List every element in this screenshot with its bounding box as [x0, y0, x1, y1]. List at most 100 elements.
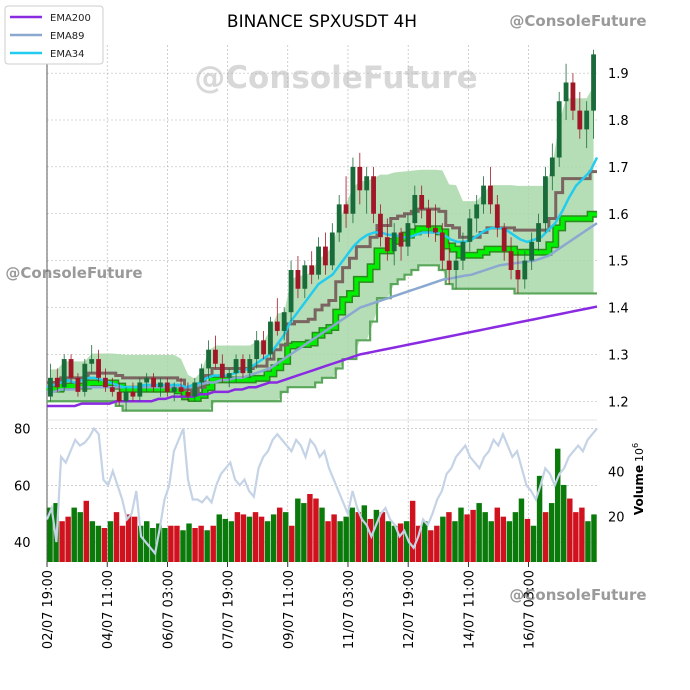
volume-bar: [482, 512, 488, 562]
candle: [68, 354, 74, 383]
candle-body: [302, 265, 308, 289]
candle: [109, 377, 115, 397]
candle: [261, 330, 266, 360]
candle: [398, 227, 404, 261]
candle-body: [391, 232, 397, 252]
candle-body: [261, 340, 266, 355]
candle-body: [460, 241, 466, 261]
volume-axis-label: Volume 106: [631, 443, 646, 515]
legend-label: EMA34: [50, 49, 85, 60]
volume-bar: [361, 505, 368, 562]
candle: [433, 204, 438, 242]
candle-body: [508, 251, 514, 270]
candle-body: [329, 232, 335, 266]
price-tick-label: 1.2: [608, 395, 629, 410]
volume-bar: [464, 514, 470, 562]
candle: [556, 91, 562, 167]
candle-body: [323, 246, 328, 266]
volume-bar: [174, 525, 180, 562]
candle: [116, 382, 122, 406]
volume-bar: [47, 507, 53, 562]
price-y-ticks: 1.2 1.3 1.4 1.5 1.6 1.7 1.8 1.9: [608, 67, 629, 410]
candle: [281, 307, 287, 341]
volume-bar: [542, 512, 549, 562]
volume-bar: [494, 507, 500, 562]
volume-bar: [222, 518, 229, 562]
candle-body: [577, 110, 583, 130]
volume-bar: [301, 503, 307, 562]
candle: [405, 213, 411, 256]
candle: [219, 354, 225, 383]
volume-bar: [264, 521, 271, 562]
volume-bar: [567, 498, 573, 562]
candle: [515, 251, 521, 294]
candle: [158, 377, 163, 397]
candle: [460, 232, 466, 270]
candle: [123, 387, 129, 411]
volume-bar: [198, 525, 204, 562]
candle-body: [488, 185, 493, 205]
candle: [302, 260, 308, 299]
candle-body: [563, 82, 569, 102]
volume-bar: [337, 521, 343, 562]
volume-bar: [77, 512, 83, 562]
candle-body: [75, 377, 81, 392]
volume-bars: [47, 448, 597, 562]
candle-body: [178, 387, 184, 392]
x-tick-label: 09/07 11:00: [282, 570, 297, 649]
volume-bar: [440, 516, 446, 562]
watermark-bottom-right: @ConsoleFuture: [509, 586, 646, 604]
candle: [288, 260, 294, 322]
candle: [226, 368, 232, 388]
candle-body: [82, 363, 88, 392]
candle: [357, 152, 363, 205]
candle-body: [185, 391, 191, 397]
candle: [199, 363, 205, 392]
volume-bar: [65, 516, 71, 562]
candle: [295, 255, 301, 299]
volume-bar: [530, 525, 537, 562]
candle: [254, 330, 260, 369]
candle-body: [48, 377, 53, 397]
candle: [185, 382, 191, 402]
candle: [584, 101, 590, 149]
candle-body: [130, 391, 136, 397]
volume-bar: [295, 498, 301, 562]
candle-body: [357, 166, 363, 191]
volume-right-tick-label: 40: [608, 465, 625, 480]
candle-body: [467, 218, 473, 242]
candle: [426, 199, 431, 238]
x-ticks: 02/07 19:00 04/07 11:00 06/07 03:00 07/07 1…: [41, 562, 538, 649]
candle: [316, 237, 321, 280]
volume-bar: [397, 523, 404, 562]
volume-bar: [446, 512, 452, 562]
candle: [543, 166, 548, 233]
price-tick-label: 1.9: [608, 67, 629, 82]
volume-bar: [240, 514, 247, 562]
volume-right-tick-label: 20: [608, 511, 625, 526]
chart-title: BINANCE SPXUSDT 4H: [227, 12, 417, 32]
volume-bar: [500, 516, 507, 562]
volume-bar: [168, 525, 174, 562]
candle-body: [336, 204, 342, 233]
volume-bar: [415, 525, 422, 562]
watermark-left: @ConsoleFuture: [5, 264, 142, 282]
volume-bar: [228, 521, 235, 562]
volume-bar: [512, 512, 519, 562]
candle: [412, 185, 418, 233]
candle-body: [233, 359, 239, 374]
candle: [508, 237, 514, 280]
candle: [336, 195, 342, 242]
candle: [240, 354, 246, 378]
candle-body: [439, 232, 445, 261]
candle: [522, 251, 528, 289]
candle: [536, 213, 541, 252]
volume-bar: [252, 512, 259, 562]
candle-body: [96, 359, 101, 378]
volume-bar: [554, 448, 561, 562]
candle-body: [584, 110, 590, 130]
legend-item-ema89: EMA89: [10, 31, 85, 42]
candle: [130, 382, 136, 402]
volume-bar: [216, 514, 222, 562]
